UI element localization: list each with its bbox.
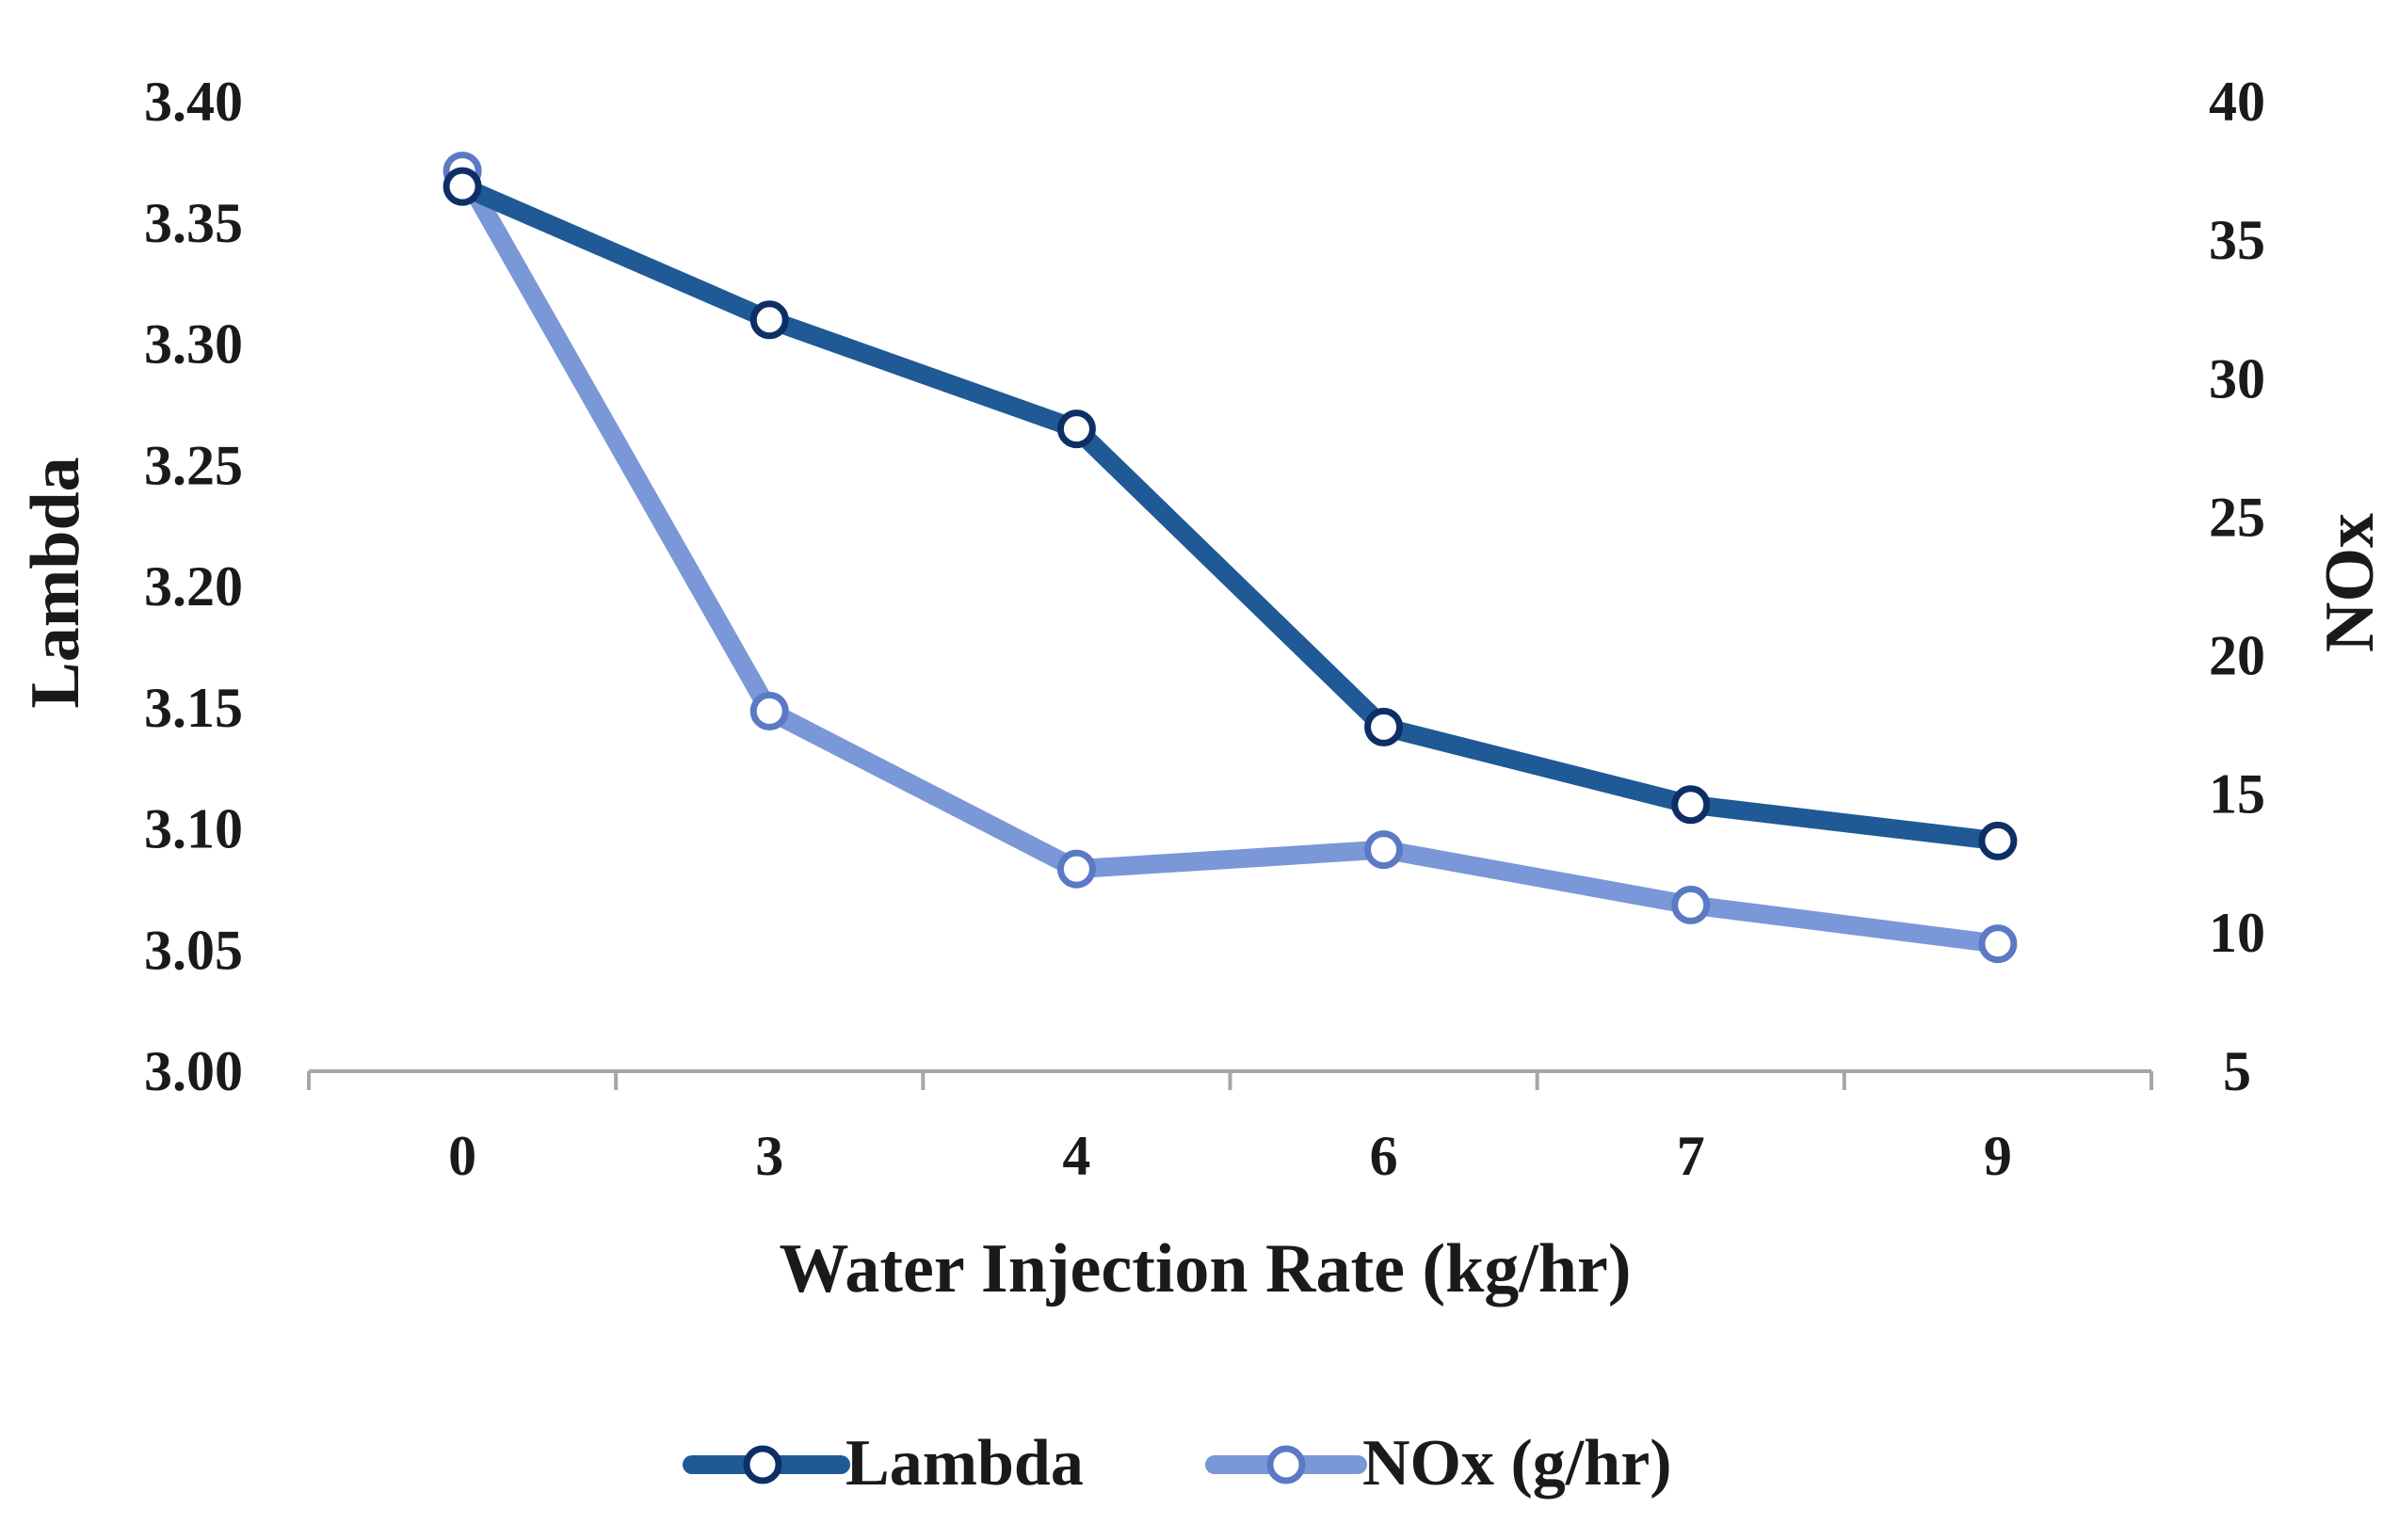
x-axis-tick-labels: 0 3 4 6 7 9 bbox=[448, 1125, 2012, 1187]
legend: Lambda NOx (g/hr) bbox=[683, 1427, 1672, 1500]
data-point-nox bbox=[1671, 885, 1711, 924]
y2-tick-label: 15 bbox=[2209, 763, 2265, 826]
x-tick-label: 6 bbox=[1370, 1125, 1398, 1187]
x-tick-label: 7 bbox=[1677, 1125, 1705, 1187]
data-point-nox bbox=[1364, 830, 1404, 870]
y-tick-label: 3.00 bbox=[144, 1040, 243, 1102]
data-point-lambda bbox=[1056, 409, 1096, 449]
data-point-lambda bbox=[1671, 785, 1711, 825]
y-tick-label: 3.30 bbox=[144, 313, 243, 376]
data-point-lambda bbox=[749, 300, 789, 340]
y2-tick-label: 25 bbox=[2209, 486, 2265, 548]
y2-tick-label: 20 bbox=[2209, 625, 2265, 687]
x-tick-label: 4 bbox=[1062, 1125, 1090, 1187]
y2-tick-label: 5 bbox=[2223, 1040, 2251, 1102]
x-tick-label: 9 bbox=[1984, 1125, 2012, 1187]
data-point-lambda bbox=[1978, 821, 2018, 860]
y-tick-label: 3.10 bbox=[144, 798, 243, 860]
legend-marker-lambda bbox=[743, 1445, 782, 1484]
y2-tick-label: 40 bbox=[2209, 71, 2265, 133]
y-tick-label: 3.05 bbox=[144, 919, 243, 981]
data-point-nox bbox=[1056, 849, 1096, 889]
legend-label-nox: NOx (g/hr) bbox=[1362, 1427, 1672, 1500]
data-point-nox bbox=[1978, 924, 2018, 964]
y2-axis-tick-labels: 5 10 15 20 25 30 35 40 bbox=[2209, 71, 2265, 1102]
legend-item-lambda: Lambda bbox=[683, 1427, 1084, 1500]
y-tick-label: 3.25 bbox=[144, 434, 243, 496]
data-point-nox bbox=[749, 691, 789, 730]
x-tick-label: 0 bbox=[448, 1125, 476, 1187]
y2-tick-label: 30 bbox=[2209, 347, 2265, 409]
y-axis-title: Lambda bbox=[17, 457, 94, 708]
y-tick-label: 3.20 bbox=[144, 555, 243, 618]
legend-item-nox: NOx (g/hr) bbox=[1205, 1427, 1672, 1500]
series-line-lambda bbox=[453, 177, 2007, 851]
series-layer bbox=[443, 152, 2018, 964]
x-tick-label: 3 bbox=[755, 1125, 783, 1187]
y2-tick-label: 10 bbox=[2209, 902, 2265, 964]
y-tick-label: 3.15 bbox=[144, 677, 243, 739]
y-tick-label: 3.35 bbox=[144, 192, 243, 254]
legend-marker-nox bbox=[1266, 1445, 1306, 1484]
data-point-lambda bbox=[443, 167, 482, 206]
series-line-nox bbox=[453, 161, 2007, 954]
x-axis-ticks bbox=[307, 1071, 2153, 1090]
y-axis-tick-labels: 3.00 3.05 3.10 3.15 3.20 3.25 3.30 3.35 3.40 bbox=[144, 71, 243, 1102]
y2-axis-title: NOx bbox=[2311, 513, 2389, 652]
data-point-lambda bbox=[1364, 707, 1404, 746]
legend-label-lambda: Lambda bbox=[845, 1427, 1084, 1500]
x-axis-title: Water Injection Rate (kg/hr) bbox=[780, 1230, 1632, 1307]
y2-tick-label: 35 bbox=[2209, 209, 2265, 271]
y-tick-label: 3.40 bbox=[144, 71, 243, 133]
